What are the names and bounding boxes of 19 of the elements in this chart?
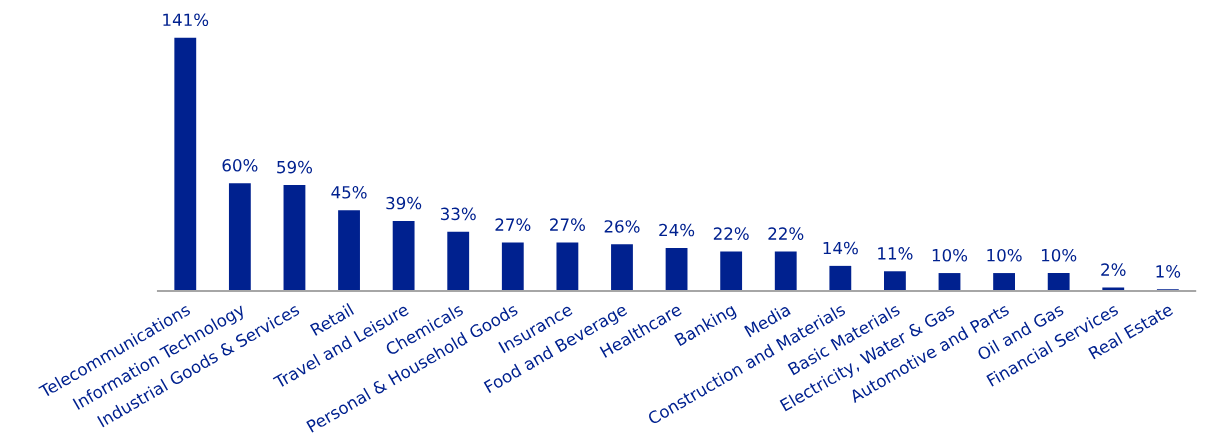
data-label: 2%	[1101, 263, 1126, 276]
data-label: 10%	[987, 248, 1022, 262]
data-label: 24%	[659, 223, 695, 237]
data-label: 22%	[768, 227, 804, 240]
data-label: 59%	[277, 160, 313, 174]
data-label: 27%	[495, 218, 531, 231]
data-label: 11%	[878, 247, 913, 260]
data-label: 22%	[713, 227, 749, 240]
data-label: 10%	[1041, 248, 1077, 262]
data-label: 26%	[604, 220, 640, 233]
data-label: 60%	[222, 159, 258, 172]
data-label: 45%	[331, 185, 367, 199]
data-label: 27%	[550, 218, 585, 231]
data-label: 14%	[823, 241, 858, 255]
data-label: 141%	[163, 13, 209, 27]
data-label: 39%	[386, 196, 422, 210]
data-label: 10%	[932, 248, 968, 262]
data-label: 33%	[440, 207, 476, 221]
data-label: 1%	[1156, 265, 1181, 278]
